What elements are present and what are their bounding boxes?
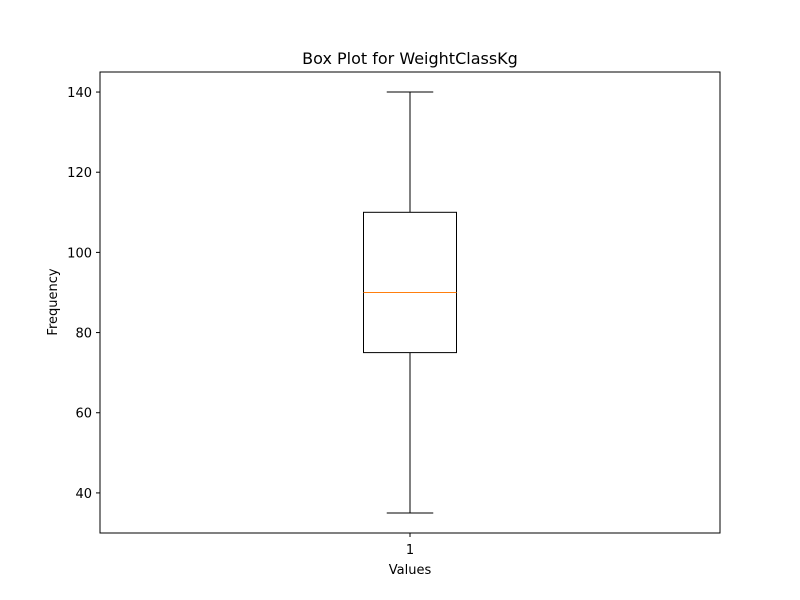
iqr-box <box>363 211 457 354</box>
y-tick-label: 140 <box>67 86 92 101</box>
x-tick-label: 1 <box>406 543 414 558</box>
y-tick-label: 60 <box>75 407 92 422</box>
y-axis-title: Frequency <box>46 268 61 335</box>
y-axis: 40 60 80 100 120 140 <box>67 86 100 502</box>
x-axis: 1 <box>406 533 414 558</box>
y-tick-label: 80 <box>75 327 92 342</box>
x-axis-title: Values <box>389 563 432 578</box>
chart-title: Box Plot for WeightClassKg <box>302 49 518 68</box>
box-series <box>363 91 457 514</box>
y-tick-label: 40 <box>75 487 92 502</box>
y-tick-label: 120 <box>67 166 92 181</box>
y-tick-label: 100 <box>67 246 92 261</box>
